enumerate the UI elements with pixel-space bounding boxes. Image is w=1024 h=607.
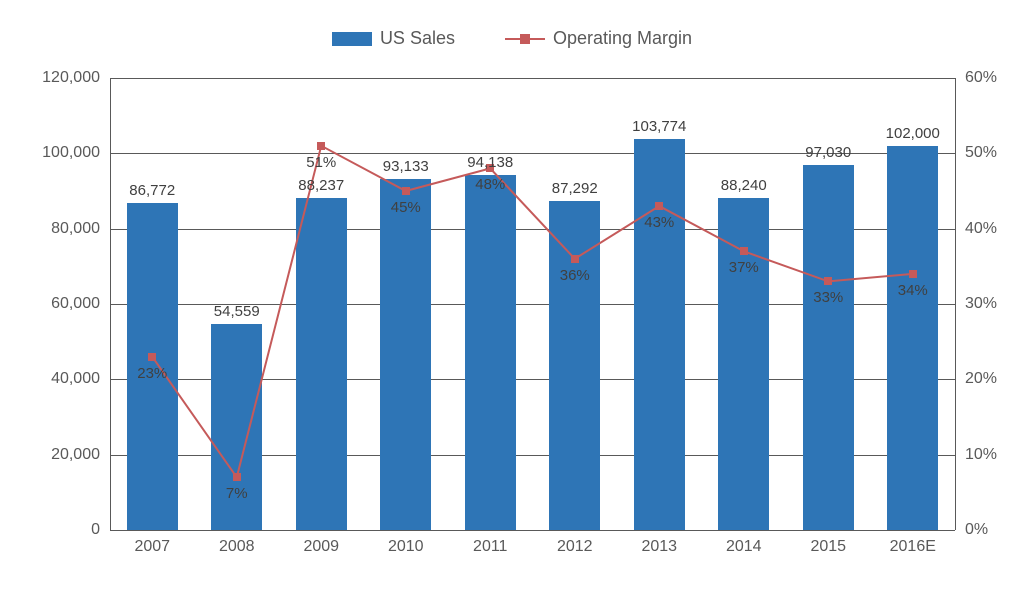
y-left-tick-label: 60,000 — [51, 295, 100, 313]
line-value-label: 34% — [898, 282, 928, 299]
line-marker — [824, 277, 832, 285]
bar-value-label: 54,559 — [214, 303, 260, 320]
legend-item-line: Operating Margin — [505, 28, 692, 49]
line-value-label: 23% — [137, 365, 167, 382]
right-axis-line — [955, 78, 956, 530]
bar-value-label: 103,774 — [632, 118, 686, 135]
line-marker — [909, 270, 917, 278]
line-value-label: 51% — [306, 154, 336, 171]
legend-line-label: Operating Margin — [553, 28, 692, 49]
bar-value-label: 97,030 — [805, 144, 851, 161]
legend-swatch-line — [505, 38, 545, 40]
line-marker — [317, 142, 325, 150]
legend: US Sales Operating Margin — [0, 28, 1024, 49]
y-right-tick-label: 60% — [965, 69, 997, 87]
y-right-tick-label: 10% — [965, 446, 997, 464]
x-tick-label: 2012 — [557, 538, 593, 556]
y-left-tick-label: 120,000 — [42, 69, 100, 87]
x-tick-label: 2014 — [726, 538, 762, 556]
line-value-label: 7% — [226, 485, 248, 502]
y-right-tick-label: 50% — [965, 144, 997, 162]
line-marker — [233, 473, 241, 481]
bar-value-label: 88,240 — [721, 177, 767, 194]
y-right-tick-label: 20% — [965, 370, 997, 388]
line-value-label: 48% — [475, 176, 505, 193]
line-marker — [740, 247, 748, 255]
y-left-tick-label: 80,000 — [51, 220, 100, 238]
bar-value-label: 102,000 — [886, 125, 940, 142]
line-value-label: 36% — [560, 267, 590, 284]
bar-value-label: 94,138 — [467, 154, 513, 171]
bar-value-label: 86,772 — [129, 182, 175, 199]
x-tick-label: 2010 — [388, 538, 424, 556]
x-tick-label: 2007 — [134, 538, 170, 556]
x-tick-label: 2008 — [219, 538, 255, 556]
x-tick-label: 2009 — [303, 538, 339, 556]
y-left-tick-label: 20,000 — [51, 446, 100, 464]
bar-value-label: 93,133 — [383, 158, 429, 175]
x-tick-label: 2015 — [810, 538, 846, 556]
line-value-label: 45% — [391, 199, 421, 216]
x-tick-label: 2013 — [641, 538, 677, 556]
y-right-tick-label: 30% — [965, 295, 997, 313]
line-marker — [571, 255, 579, 263]
line-value-label: 33% — [813, 289, 843, 306]
line-value-label: 43% — [644, 214, 674, 231]
x-tick-label: 2011 — [473, 538, 507, 556]
bar-value-label: 87,292 — [552, 180, 598, 197]
combo-chart: US Sales Operating Margin 0 20,000 40,000 6… — [0, 0, 1024, 607]
x-tick-label: 2016E — [890, 538, 936, 556]
gridline — [110, 530, 955, 531]
y-left-tick-label: 100,000 — [42, 144, 100, 162]
line-value-label: 37% — [729, 259, 759, 276]
line-marker — [655, 202, 663, 210]
legend-item-bar: US Sales — [332, 28, 455, 49]
bar-value-label: 88,237 — [298, 177, 344, 194]
y-left-tick-label: 40,000 — [51, 370, 100, 388]
legend-bar-label: US Sales — [380, 28, 455, 49]
y-right-tick-label: 0% — [965, 521, 988, 539]
y-left-tick-label: 0 — [91, 521, 100, 539]
left-axis-line — [110, 78, 111, 530]
y-right-tick-label: 40% — [965, 220, 997, 238]
line-marker — [402, 187, 410, 195]
line-path — [152, 146, 913, 477]
line-marker — [148, 353, 156, 361]
legend-swatch-bar — [332, 32, 372, 46]
